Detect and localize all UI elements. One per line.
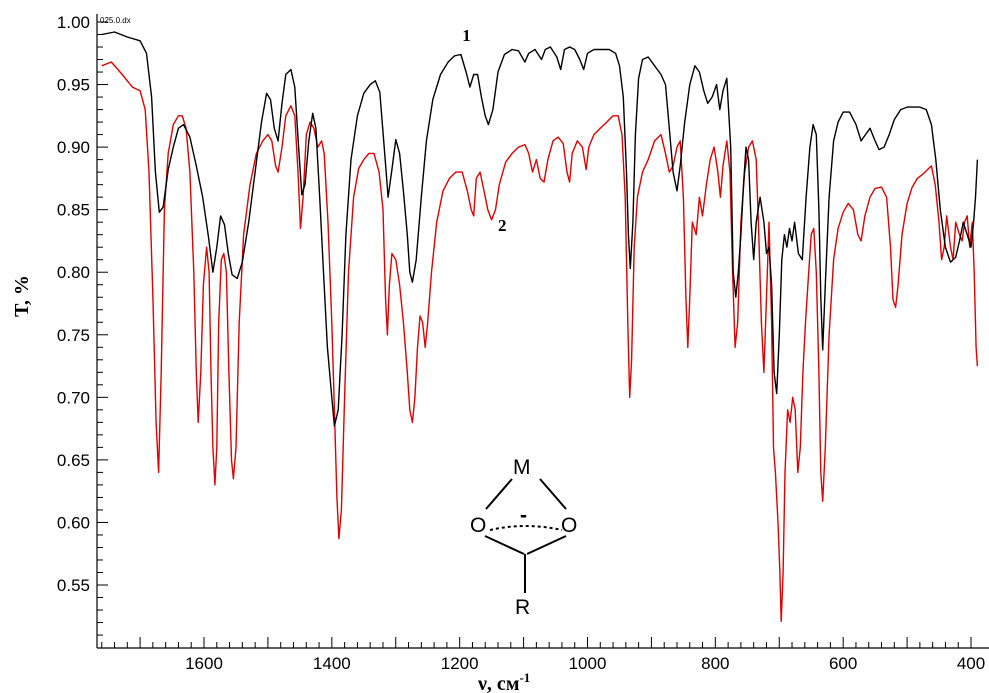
x-tick-label: 800 [701,654,729,673]
structure-oxygen-left: O [470,514,486,537]
x-tick-label: 1200 [441,654,479,673]
y-tick-label: 0.90 [57,138,90,157]
y-tick-label: 0.55 [57,576,90,595]
x-tick-label: 600 [829,654,857,673]
y-tick-label: 0.85 [57,201,90,220]
structure-bond-m-o-left [485,478,513,510]
structure-bond-m-o-right [539,478,567,510]
y-tick-label: 0.75 [57,326,90,345]
x-axis-label-main: ν, см [477,673,519,693]
y-tick-label: 1.00 [57,13,90,32]
y-axis-label: T, % [11,275,33,317]
spectrum-curves [101,31,979,622]
x-tick-label: 1400 [313,654,351,673]
structure-delocalized-bond [489,525,563,531]
curve-label-2: 2 [498,216,507,235]
structure-metal-atom: M [513,456,531,479]
y-tick-label: 0.60 [57,513,90,532]
x-tick-label: 1600 [185,654,223,673]
curve-labels: 12 [462,26,506,235]
spectrum-line-1 [101,31,979,427]
structure-r-group: R [515,596,530,619]
y-tick-label: 0.65 [57,451,90,470]
carboxylate-structure: M O O R - [470,456,577,619]
y-tick-label: 0.80 [57,263,90,282]
curve-label-1: 1 [462,26,471,45]
file-name-label: 025.0.dx [100,16,131,25]
y-tick-label: 0.95 [57,76,90,95]
x-axis-label: ν, см-1 [477,670,530,693]
axis-ticks: 1.00 0.95 0.90 0.85 0.80 0.75 0.70 0.65 0.60 0.55… [57,13,985,673]
x-tick-label: 400 [957,654,985,673]
x-tick-label: 1000 [569,654,607,673]
spectrum-line-2 [101,61,979,622]
x-axis-label-superscript: -1 [519,670,530,685]
structure-bond-o-c-right [526,535,567,555]
structure-bond-o-c-left [484,535,525,555]
structure-oxygen-right: O [561,514,577,537]
y-tick-label: 0.70 [57,388,90,407]
structure-charge: - [520,504,527,527]
